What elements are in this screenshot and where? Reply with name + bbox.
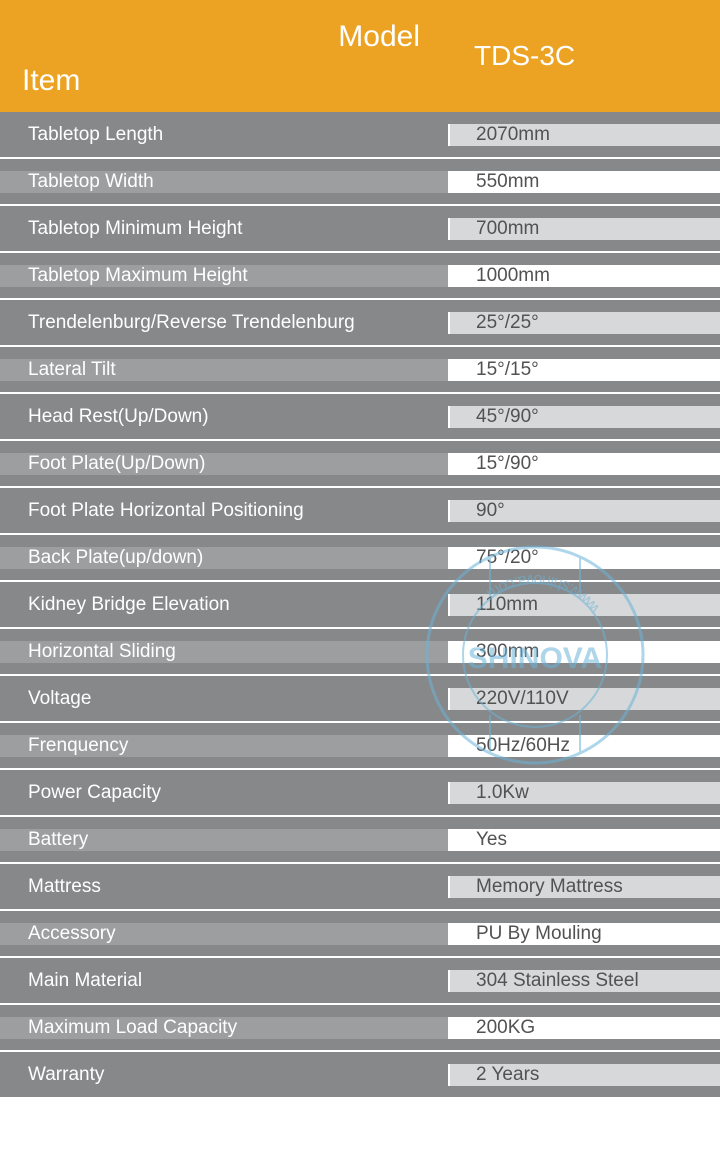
spec-label: Tabletop Maximum Height — [0, 265, 450, 287]
spec-label: Lateral Tilt — [0, 359, 450, 381]
spec-label: Trendelenburg/Reverse Trendelenburg — [0, 312, 450, 334]
spec-value: 50Hz/60Hz — [450, 735, 720, 757]
spec-value: 90° — [450, 500, 720, 522]
table-header: Model Item TDS-3C — [0, 0, 720, 112]
spec-value: 2070mm — [450, 124, 720, 146]
table-row: Tabletop Minimum Height700mm — [0, 206, 720, 253]
spec-value: 25°/25° — [450, 312, 720, 334]
table-row: Warranty2 Years — [0, 1052, 720, 1099]
header-left-cell: Model Item — [0, 0, 450, 112]
table-row: Foot Plate(Up/Down)15°/90° — [0, 441, 720, 488]
spec-value: 110mm — [450, 594, 720, 616]
table-row: Voltage220V/110V — [0, 676, 720, 723]
spec-label: Back Plate(up/down) — [0, 547, 450, 569]
table-row: Tabletop Width550mm — [0, 159, 720, 206]
header-model-label: Model — [338, 20, 420, 54]
spec-label: Voltage — [0, 688, 450, 710]
table-row: Tabletop Length2070mm — [0, 112, 720, 159]
spec-value: 200KG — [450, 1017, 720, 1039]
spec-label: Tabletop Minimum Height — [0, 218, 450, 240]
table-row: Frenquency50Hz/60Hz — [0, 723, 720, 770]
table-row: Maximum Load Capacity200KG — [0, 1005, 720, 1052]
spec-value: 2 Years — [450, 1064, 720, 1086]
spec-label: Horizontal Sliding — [0, 641, 450, 663]
spec-value: PU By Mouling — [450, 923, 720, 945]
spec-label: Frenquency — [0, 735, 450, 757]
table-row: Back Plate(up/down)75°/20° — [0, 535, 720, 582]
table-row: MattressMemory Mattress — [0, 864, 720, 911]
spec-value: 15°/15° — [450, 359, 720, 381]
table-row: Tabletop Maximum Height1000mm — [0, 253, 720, 300]
table-row: BatteryYes — [0, 817, 720, 864]
table-row: Foot Plate Horizontal Positioning90° — [0, 488, 720, 535]
table-row: Horizontal Sliding300mm — [0, 629, 720, 676]
spec-label: Foot Plate Horizontal Positioning — [0, 500, 450, 522]
spec-label: Tabletop Length — [0, 124, 450, 146]
spec-label: Accessory — [0, 923, 450, 945]
table-row: AccessoryPU By Mouling — [0, 911, 720, 958]
spec-value: 45°/90° — [450, 406, 720, 428]
spec-table: Model Item TDS-3C Tabletop Length2070mmT… — [0, 0, 720, 1099]
spec-value: Memory Mattress — [450, 876, 720, 898]
table-row: Head Rest(Up/Down)45°/90° — [0, 394, 720, 441]
spec-label: Power Capacity — [0, 782, 450, 804]
spec-value: 1000mm — [450, 265, 720, 287]
table-row: Power Capacity1.0Kw — [0, 770, 720, 817]
spec-label: Maximum Load Capacity — [0, 1017, 450, 1039]
spec-value: 15°/90° — [450, 453, 720, 475]
spec-value: 75°/20° — [450, 547, 720, 569]
spec-label: Main Material — [0, 970, 450, 992]
table-row: Trendelenburg/Reverse Trendelenburg25°/2… — [0, 300, 720, 347]
spec-value: 550mm — [450, 171, 720, 193]
table-row: Kidney Bridge Elevation110mm — [0, 582, 720, 629]
spec-label: Warranty — [0, 1064, 450, 1086]
spec-value: Yes — [450, 829, 720, 851]
header-model-value: TDS-3C — [450, 0, 720, 112]
table-row: Main Material304 Stainless Steel — [0, 958, 720, 1005]
header-item-label: Item — [22, 64, 80, 98]
spec-value: 1.0Kw — [450, 782, 720, 804]
spec-label: Kidney Bridge Elevation — [0, 594, 450, 616]
spec-label: Foot Plate(Up/Down) — [0, 453, 450, 475]
spec-value: 300mm — [450, 641, 720, 663]
spec-label: Battery — [0, 829, 450, 851]
spec-label: Tabletop Width — [0, 171, 450, 193]
spec-label: Head Rest(Up/Down) — [0, 406, 450, 428]
table-body: Tabletop Length2070mmTabletop Width550mm… — [0, 112, 720, 1099]
table-row: Lateral Tilt15°/15° — [0, 347, 720, 394]
spec-value: 700mm — [450, 218, 720, 240]
spec-value: 304 Stainless Steel — [450, 970, 720, 992]
spec-value: 220V/110V — [450, 688, 720, 710]
spec-label: Mattress — [0, 876, 450, 898]
